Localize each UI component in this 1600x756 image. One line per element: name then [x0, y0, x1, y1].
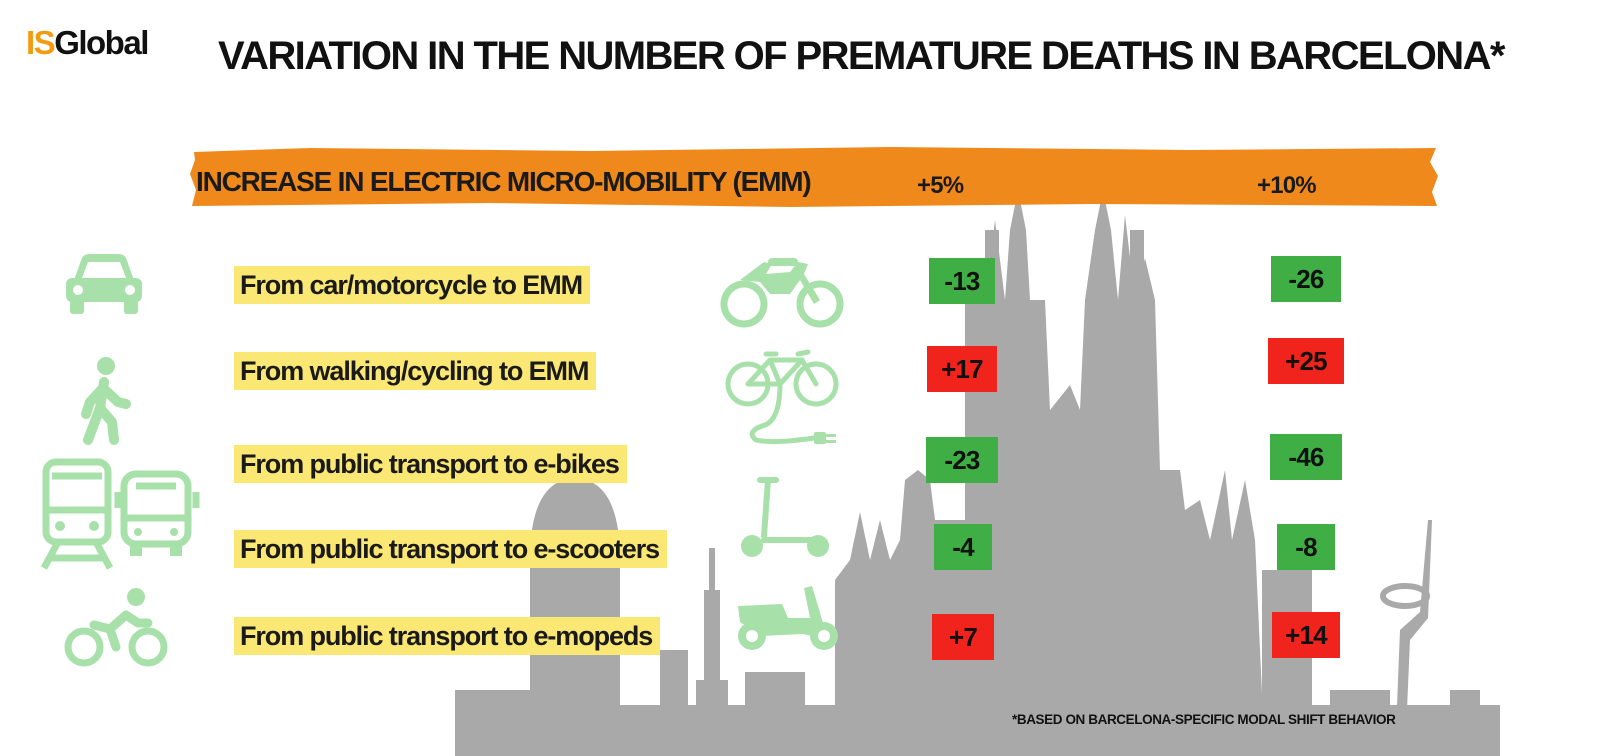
value-10-e-bikes: -46	[1270, 434, 1342, 480]
orange-banner	[190, 147, 1438, 207]
row-label-public-transport-e-scooters: From public transport to e-scooters	[234, 530, 668, 568]
isglobal-logo: ISGlobal	[26, 24, 149, 62]
value-10-e-mopeds: +14	[1272, 612, 1340, 658]
row-label-public-transport-e-bikes: From public transport to e-bikes	[234, 445, 627, 483]
row-label-car-motorcycle: From car/motorcycle to EMM	[234, 266, 590, 304]
value-5-e-bikes: -23	[926, 437, 998, 483]
footnote: *BASED ON BARCELONA-SPECIFIC MODAL SHIFT…	[1012, 712, 1396, 727]
page-title: VARIATION IN THE NUMBER OF PREMATURE DEA…	[218, 34, 1505, 78]
motorcycle-icon	[720, 258, 844, 328]
column-header-10-percent: +10%	[1257, 172, 1317, 199]
e-scooter-icon	[741, 477, 829, 557]
banner-label: INCREASE IN ELECTRIC MICRO-MOBILITY (EMM…	[196, 166, 812, 197]
value-10-car-motorcycle: -26	[1271, 256, 1341, 302]
value-5-walking-cycling: +17	[927, 346, 997, 392]
row-label-public-transport-e-mopeds: From public transport to e-mopeds	[234, 617, 661, 655]
logo-prefix: IS	[26, 24, 56, 61]
value-10-e-scooters: -8	[1277, 524, 1335, 570]
value-5-e-mopeds: +7	[932, 614, 994, 660]
electric-bicycle-icon	[725, 349, 839, 445]
e-moped-icon	[738, 586, 838, 650]
cyclist-icon	[64, 588, 168, 667]
car-icon	[66, 254, 142, 314]
row-label-walking-cycling: From walking/cycling to EMM	[234, 352, 597, 390]
value-5-car-motorcycle: -13	[929, 258, 995, 304]
value-5-e-scooters: -4	[934, 524, 992, 570]
logo-suffix: Global	[54, 24, 149, 61]
bus-icon	[114, 470, 200, 556]
train-icon	[40, 458, 114, 570]
column-header-5-percent: +5%	[917, 172, 964, 199]
value-10-walking-cycling: +25	[1268, 338, 1344, 384]
pedestrian-icon	[81, 357, 131, 445]
